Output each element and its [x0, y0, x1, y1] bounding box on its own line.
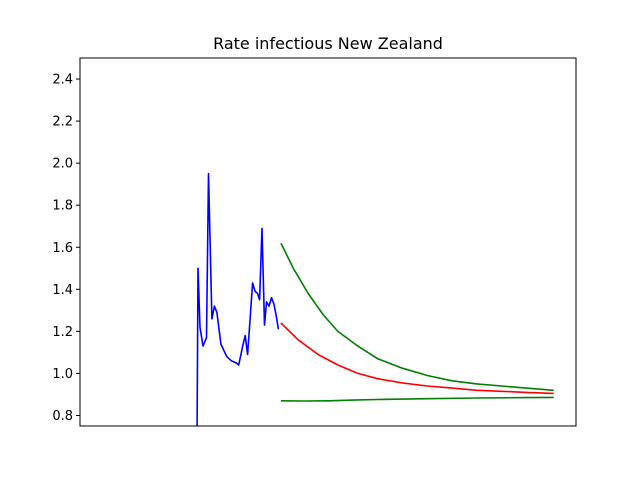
y-tick-label: 1.0 [52, 367, 73, 382]
y-tick-label: 1.8 [52, 199, 73, 214]
series-line-1 [196, 172, 280, 426]
y-tick-label: 2.0 [52, 157, 73, 172]
y-axis: 0.8 1.0 1.2 1.4 1.6 1.8 2.0 2.2 2.4 [52, 73, 80, 424]
series-line-4 [280, 396, 554, 402]
chart-title: Rate infectious New Zealand [213, 34, 443, 53]
plot-area [196, 172, 554, 426]
y-tick-label: 1.4 [52, 283, 73, 298]
y-tick-label: 2.2 [52, 115, 73, 130]
y-tick-label: 0.8 [52, 409, 73, 424]
y-tick-label: 1.6 [52, 241, 73, 256]
series-line-2 [280, 322, 554, 395]
axes-frame [79, 57, 577, 427]
y-tick-label: 2.4 [52, 73, 73, 88]
series-line-3 [280, 242, 554, 392]
y-tick-label: 1.2 [52, 325, 73, 340]
